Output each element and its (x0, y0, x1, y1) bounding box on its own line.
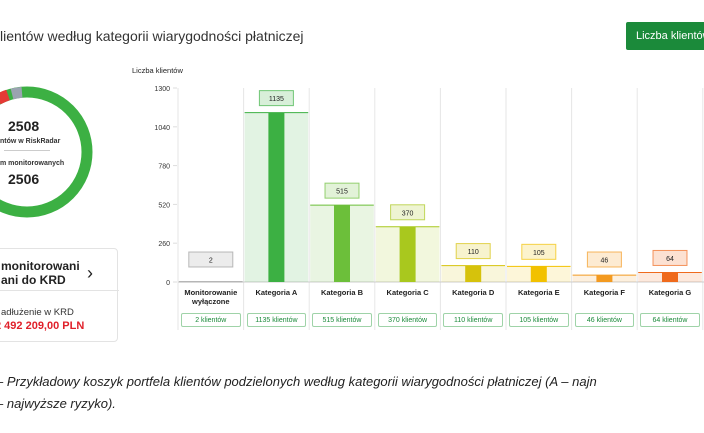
value-label-box (188, 251, 234, 268)
x-tick-label: Kategoria F (583, 288, 626, 297)
count-button[interactable]: 370 klientów (377, 313, 438, 327)
count-button[interactable]: 46 klientów (574, 313, 635, 327)
bar (596, 275, 613, 282)
total-label: ntów w RiskRadar (0, 138, 61, 145)
section-title: lientów według kategorii wiarygodności p… (0, 28, 304, 44)
count-button[interactable]: 515 klientów (312, 313, 372, 327)
value-label-box (521, 243, 557, 260)
y-tick-label: 260 (158, 241, 170, 248)
value-label-box (652, 249, 688, 266)
x-tick-label: Monitorowanie wyłączone (184, 288, 238, 306)
count-button[interactable]: 1135 klientów (246, 313, 307, 327)
bar (334, 205, 350, 282)
donut-segment (0, 89, 10, 105)
value-label: 1135 (269, 96, 284, 103)
y-tick-label: 0 (166, 280, 170, 287)
value-label: 515 (336, 189, 348, 196)
bar (662, 272, 678, 282)
bar (465, 265, 482, 282)
x-tick-label: Kategoria G (648, 288, 692, 297)
card-title: ani do KRD (1, 273, 66, 287)
value-label-box (324, 182, 360, 199)
value-label: 64 (666, 256, 674, 263)
y-tick-label: 780 (158, 164, 170, 171)
bar (268, 112, 285, 282)
krd-card[interactable]: monitorowani ani do KRD › adłużenie w KR… (0, 248, 119, 342)
donut-ring (0, 86, 93, 218)
card-title: monitorowani (1, 259, 80, 273)
count-button[interactable]: 105 klientów (509, 313, 569, 327)
value-label: 110 (468, 249, 479, 256)
count-button[interactable]: 110 klientów (443, 313, 503, 327)
x-tick-label: Kategoria D (452, 288, 495, 297)
caption: – najwyższe ryzyko). (0, 396, 116, 411)
value-label-box (258, 90, 294, 107)
value-label: 105 (533, 250, 545, 257)
caption: – Przykładowy koszyk portfela klientów p… (0, 374, 597, 389)
y-tick-label: 1300 (154, 86, 170, 93)
x-tick-label: Kategoria A (255, 288, 298, 297)
total: 2508 (8, 118, 40, 134)
value-label: 2 (209, 258, 213, 265)
view-button[interactable]: Liczba klientów (626, 22, 704, 50)
count-button[interactable]: 64 klientów (640, 313, 700, 327)
value-label-box (586, 251, 622, 268)
divider (4, 150, 50, 151)
count-button[interactable]: 2 klientów (181, 313, 241, 327)
value-label-box (390, 204, 426, 221)
x-tick-label: Kategoria B (320, 288, 364, 297)
divider (0, 290, 119, 291)
chevron[interactable]: › (87, 263, 93, 283)
value-label: 370 (402, 210, 414, 217)
chart: Liczba klientów 0 260 520 780 1040 1300 2 1135 51… (0, 66, 704, 330)
monitored: 2506 (8, 171, 40, 187)
x-tick-label: Kategoria C (386, 288, 429, 297)
debt-label: adłużenie w KRD (1, 307, 74, 318)
monitored-label: m monitorowanych (0, 160, 65, 167)
donut-segment (10, 86, 23, 100)
bar (530, 266, 547, 282)
value-label: 46 (601, 258, 609, 265)
y-tick-label: 1040 (154, 125, 170, 132)
x-tick-label: Kategoria E (517, 288, 560, 297)
y-axis-title: Liczba klientów (132, 66, 183, 75)
y-tick-label: 520 (158, 202, 170, 209)
bar (399, 226, 416, 282)
value-label-box (455, 243, 491, 260)
debt-value: 2 492 209,00 PLN (0, 320, 85, 332)
